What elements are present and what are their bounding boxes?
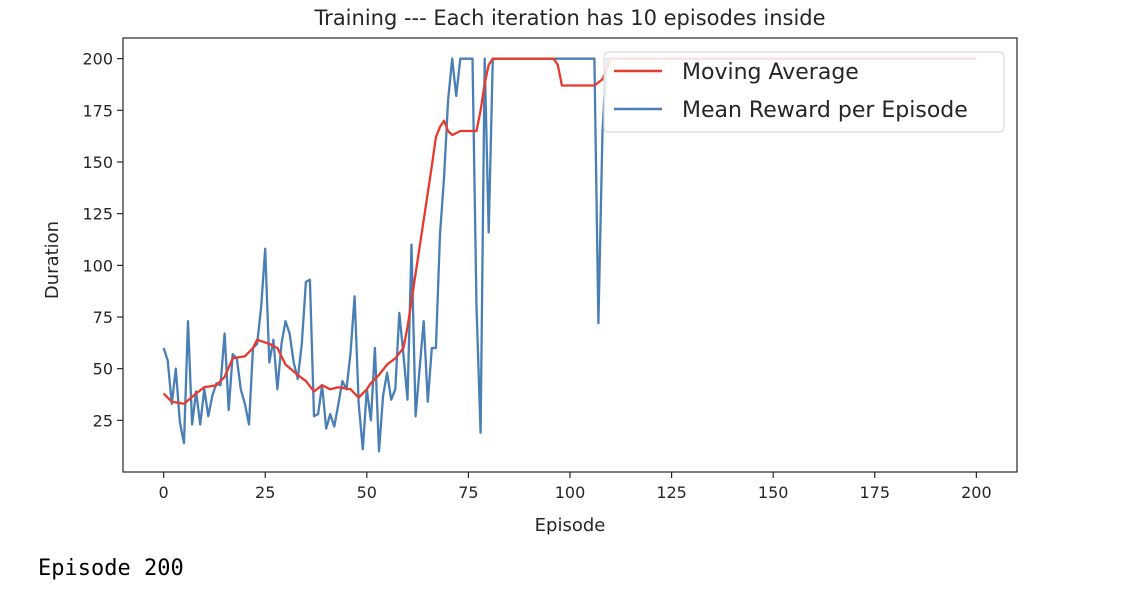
y-tick-label: 25	[93, 411, 113, 430]
x-tick-label: 0	[159, 483, 169, 502]
legend: Moving Average Mean Reward per Episode	[603, 51, 1005, 133]
x-tick-label: 25	[255, 483, 275, 502]
y-tick-label: 100	[82, 256, 113, 275]
y-tick-label: 150	[82, 153, 113, 172]
y-tick-label: 75	[93, 308, 113, 327]
chart-title: Training --- Each iteration has 10 episo…	[313, 6, 825, 30]
training-chart: Training --- Each iteration has 10 episo…	[42, 6, 1018, 536]
x-axis: 0 25 50 75 100 125 150 175 200	[159, 472, 992, 502]
y-tick-label: 175	[82, 101, 113, 120]
legend-label-moving-average: Moving Average	[682, 60, 859, 85]
x-tick-label: 100	[555, 483, 586, 502]
x-tick-label: 200	[961, 483, 992, 502]
x-tick-label: 150	[758, 483, 789, 502]
y-tick-label: 50	[93, 360, 113, 379]
x-axis-label: Episode	[535, 515, 606, 536]
episode-status-text: Episode 200	[38, 556, 184, 581]
legend-label-mean-reward: Mean Reward per Episode	[682, 98, 968, 123]
y-axis-label: Duration	[42, 221, 63, 299]
y-tick-label: 125	[82, 205, 113, 224]
series-line-moving-average	[162, 57, 977, 405]
x-tick-label: 175	[859, 483, 890, 502]
y-axis: 25 50 75 100 125 150 175 200	[82, 50, 123, 430]
x-tick-label: 125	[656, 483, 687, 502]
x-tick-label: 50	[357, 483, 377, 502]
y-tick-label: 200	[82, 50, 113, 69]
series-layer	[162, 57, 977, 453]
x-tick-label: 75	[458, 483, 478, 502]
legend-frame	[603, 51, 1005, 133]
series-line-mean-reward-per-episode	[162, 57, 977, 453]
